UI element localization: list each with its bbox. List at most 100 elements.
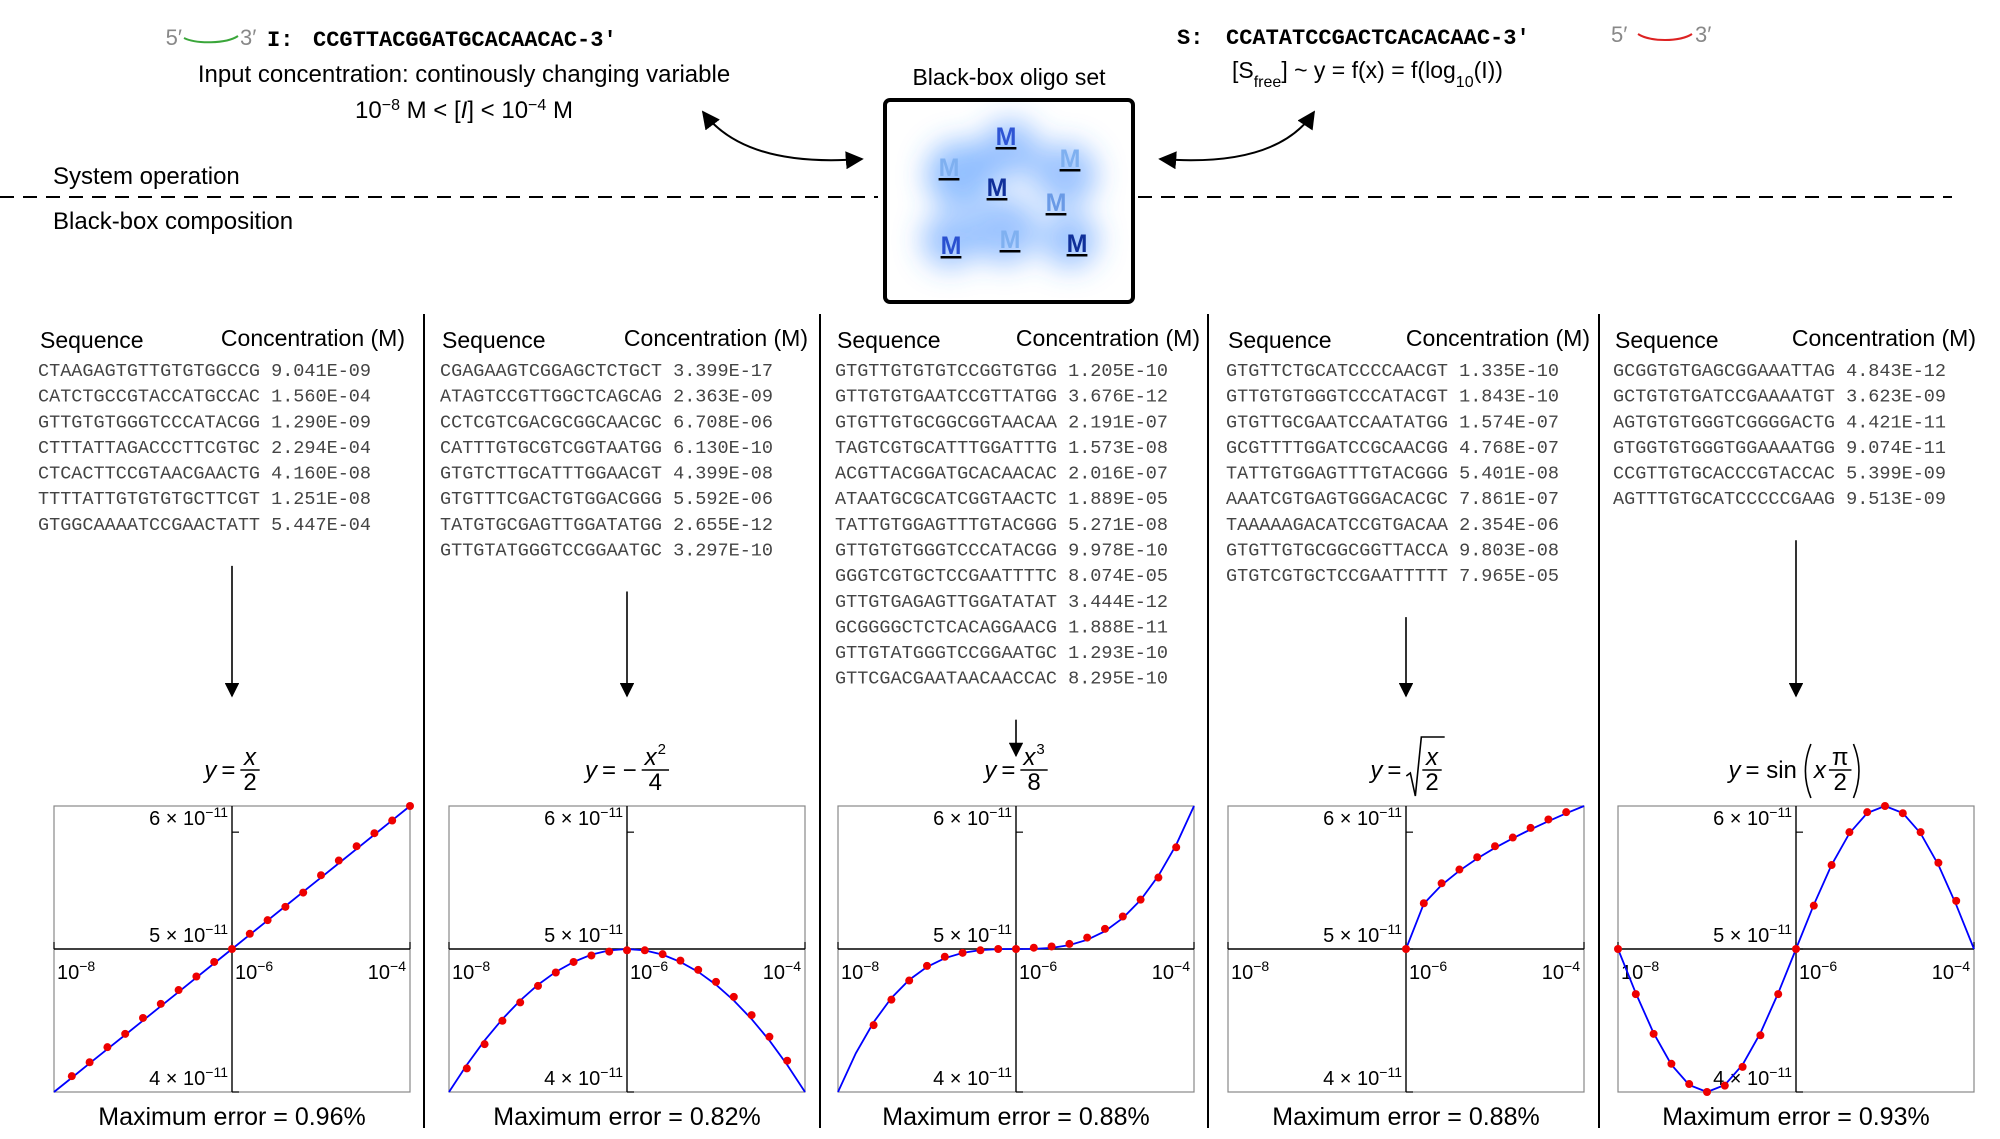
sequence: CCGTTGTGCACCCGTACCAC [1613, 464, 1835, 485]
column-header: Sequence [442, 327, 546, 353]
tick-mantissa: 6 × 10 [149, 808, 205, 830]
tick-mantissa: 10 [841, 962, 863, 984]
formula-text: y [202, 757, 218, 784]
oligo-label: M [1067, 230, 1088, 258]
sequence: GTGTTGCGAATCCAATATGG [1226, 412, 1448, 433]
x-tick-label: 10−8 [841, 958, 879, 984]
data-point [1952, 896, 1961, 905]
y-tick-label: 4 × 10−11 [933, 1064, 1012, 1090]
formula-text: = sin [1746, 757, 1797, 784]
data-point [156, 999, 165, 1008]
section-label: Black-box composition [53, 208, 293, 235]
range-part: M < [ [400, 97, 461, 124]
tick-exp: −6 [652, 958, 668, 974]
sequence: CCTCGTCGACGCGGCAACGC [440, 412, 662, 433]
y-tick-label: 5 × 10−11 [544, 921, 623, 947]
concentration: 1.889E-05 [1068, 489, 1168, 510]
x-tick-label: 10−6 [1409, 958, 1447, 984]
data-point [1881, 802, 1889, 810]
sequence: GTGTTGTGCGGCGGTAACAA [835, 412, 1058, 433]
sequence: GGGTCGTGCTCCGAATTTTC [835, 566, 1057, 587]
concentration: 6.130E-10 [673, 438, 773, 459]
sequence: GTGTTGTGCGGCGGTTACCA [1226, 540, 1449, 561]
strand-label: I: [267, 28, 293, 53]
x-tick-label: 10−6 [1799, 958, 1837, 984]
sequence: GTTGTGTGAATCCGTTATGG [835, 387, 1057, 408]
link-arrow [701, 110, 864, 170]
oligo-label: M [941, 232, 962, 260]
tick-exp: −11 [1379, 921, 1402, 937]
data-point [1667, 1059, 1676, 1068]
tick-mantissa: 10 [763, 962, 785, 984]
concentration: 3.399E-17 [673, 361, 773, 382]
data-point [139, 1013, 147, 1022]
data-point [1827, 861, 1836, 870]
concentration: 3.444E-12 [1068, 592, 1168, 613]
data-point [121, 1029, 130, 1038]
data-point [1083, 933, 1092, 942]
tick-exp: −8 [1643, 958, 1659, 974]
data-point [210, 957, 219, 966]
data-point [940, 952, 949, 961]
data-point [1649, 1029, 1658, 1038]
formula-den: 2 [1834, 769, 1847, 796]
y-tick-label: 5 × 10−11 [149, 921, 228, 947]
column-header: Sequence [1615, 327, 1719, 353]
sequence: TATTGTGGAGTTTGTACGGG [1226, 464, 1448, 485]
tick-exp: −8 [79, 958, 95, 974]
strand-sequence: CCGTTACGGATGCACAACAC-3′ [313, 28, 617, 53]
sequence: TTTTATTGTGTGTGCTTCGT [38, 489, 260, 510]
data-point [1863, 808, 1872, 817]
data-point [1154, 873, 1163, 882]
strand-sequence: CCATATCCGACTCACACAAC-3′ [1226, 26, 1530, 51]
oligo-label: M [996, 123, 1017, 151]
tick-mantissa: 4 × 10 [544, 1068, 600, 1090]
y-tick-label: 4 × 10−11 [1323, 1064, 1402, 1090]
concentration: 9.978E-10 [1068, 540, 1168, 561]
tick-exp: −8 [863, 958, 879, 974]
tick-exp: −8 [474, 958, 490, 974]
curve [1405, 805, 1585, 950]
concentration: 4.160E-08 [271, 464, 371, 485]
data-point [1774, 990, 1783, 999]
data-point [406, 802, 414, 810]
data-point [317, 871, 325, 880]
tick-exp: −4 [785, 958, 801, 974]
max-error: Maximum error = 0.93% [1662, 1103, 1929, 1131]
x-tick-label: 10−8 [1621, 958, 1659, 984]
eq-part: [S [1232, 57, 1254, 83]
formula-text: y [1727, 757, 1743, 784]
formula-sup: 3 [1036, 741, 1044, 758]
tick-mantissa: 10 [1409, 962, 1431, 984]
data-point [1720, 1081, 1729, 1090]
data-point [480, 1040, 489, 1049]
tick-mantissa: 10 [630, 962, 652, 984]
concentration: 1.290E-09 [271, 412, 371, 433]
eq-sub: 10 [1456, 74, 1474, 91]
data-point [694, 965, 703, 974]
y-tick-label: 6 × 10−11 [1323, 804, 1402, 830]
data-point [605, 947, 614, 956]
formula-text: y [583, 757, 599, 784]
output-strand-glyph [1637, 33, 1693, 41]
tick-mantissa: 6 × 10 [1713, 808, 1769, 830]
concentration: 2.354E-06 [1459, 515, 1559, 536]
x-tick-label: 10−4 [1932, 958, 1970, 984]
x-tick-label: 10−8 [452, 958, 490, 984]
data-point [263, 916, 272, 925]
concentration: 3.676E-12 [1068, 387, 1168, 408]
data-point [1491, 842, 1499, 851]
data-point [729, 992, 738, 1001]
data-point [281, 902, 290, 911]
formula-num: x [243, 744, 257, 771]
data-point [1898, 809, 1907, 818]
dividers [423, 314, 1600, 1128]
concentration: 5.399E-09 [1846, 464, 1946, 485]
range-exp: −4 [528, 97, 546, 114]
sequence: GTTCGACGAATAACAACCAC [835, 669, 1057, 690]
tick-exp: −11 [1769, 1064, 1792, 1080]
tick-mantissa: 10 [368, 962, 390, 984]
data-point [587, 951, 596, 960]
y-tick-label: 6 × 10−11 [933, 804, 1012, 830]
sequence: GTGTTTCGACTGTGGACGGG [440, 489, 662, 510]
